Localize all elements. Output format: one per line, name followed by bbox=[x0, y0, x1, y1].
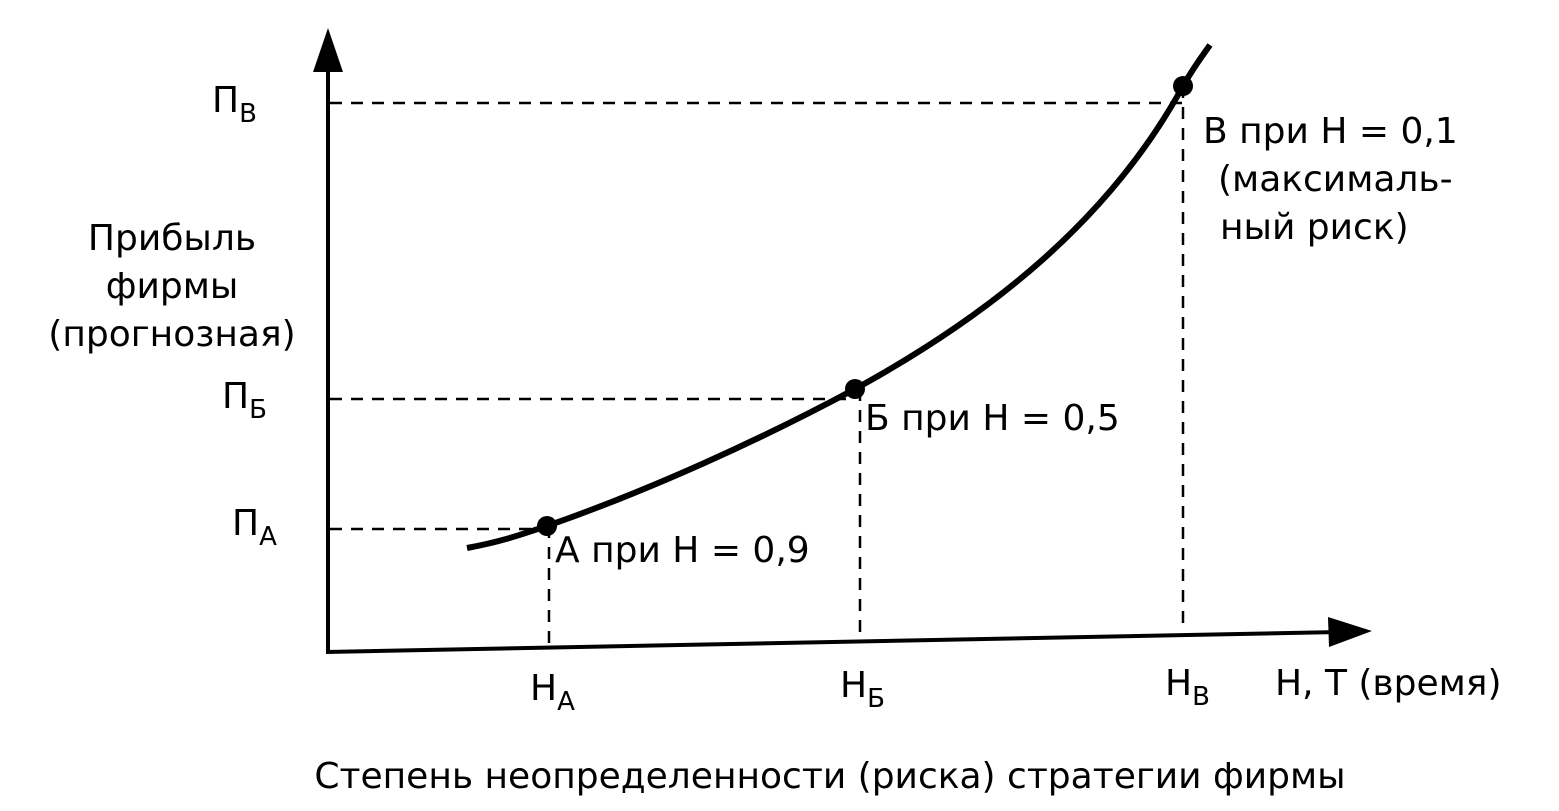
guide-c bbox=[330, 86, 1185, 632]
x-arrow bbox=[1328, 617, 1372, 647]
point-label: В при Н = 0,1 bbox=[1203, 111, 1458, 152]
tick-main: Н bbox=[840, 665, 867, 706]
tick-sub: Б bbox=[867, 684, 885, 714]
tick-main: П bbox=[232, 503, 259, 544]
point-label: Б при Н = 0,5 bbox=[865, 398, 1120, 439]
y-arrow bbox=[313, 28, 343, 72]
point-label: А при Н = 0,9 bbox=[555, 530, 810, 571]
point-a bbox=[537, 516, 557, 536]
point-b bbox=[845, 379, 865, 399]
tick-main: П bbox=[212, 80, 239, 121]
tick-main: Н bbox=[1165, 663, 1192, 704]
tick-sub: Б bbox=[249, 395, 267, 425]
y-tick: ПА bbox=[232, 503, 277, 552]
y-tick: ПБ bbox=[222, 376, 267, 425]
x-tick: НА bbox=[530, 668, 575, 717]
y-title: Прибыль bbox=[88, 218, 256, 259]
point-label: (максималь- bbox=[1218, 159, 1453, 200]
x-axis bbox=[325, 630, 1341, 654]
tick-main: Н bbox=[530, 668, 557, 709]
tick-sub: А bbox=[557, 687, 575, 717]
tick-sub: В bbox=[239, 99, 257, 129]
tick-sub: В bbox=[1192, 682, 1210, 712]
y-title: фирмы bbox=[106, 266, 239, 307]
guide-b bbox=[330, 389, 862, 640]
guide-a bbox=[330, 526, 551, 645]
y-tick: ПВ bbox=[212, 80, 257, 129]
point-label: ный риск) bbox=[1220, 207, 1409, 248]
point-c bbox=[1173, 76, 1193, 96]
x-title: Степень неопределенности (риска) стратег… bbox=[314, 756, 1345, 797]
x-label: Н, Т (время) bbox=[1275, 663, 1502, 704]
tick-main: П bbox=[222, 376, 249, 417]
x-tick: НВ bbox=[1165, 663, 1210, 712]
curve bbox=[466, 43, 1213, 551]
tick-sub: А bbox=[259, 522, 277, 552]
x-tick: НБ bbox=[840, 665, 885, 714]
y-title: (прогнозная) bbox=[48, 314, 295, 355]
